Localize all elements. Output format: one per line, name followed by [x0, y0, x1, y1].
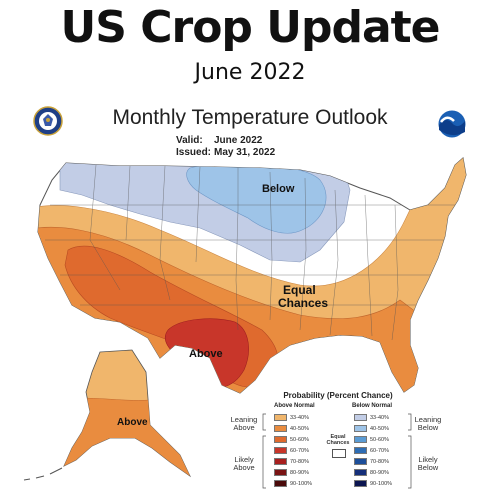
- likely-below-line1: Likely: [418, 455, 438, 464]
- state-boundaries: [45, 164, 460, 341]
- label-chances: Chances: [278, 296, 328, 310]
- below-legend-label: 33-40%: [370, 414, 389, 421]
- above-legend-swatch: [274, 458, 287, 465]
- above-legend-swatch: [274, 414, 287, 421]
- above-legend-label: 80-90%: [290, 469, 309, 476]
- above-legend-label: 60-70%: [290, 447, 309, 454]
- below-legend-swatch: [354, 469, 367, 476]
- below-legend-row: 80-90%: [354, 469, 389, 476]
- noaa-dept-commerce-seal-icon: [33, 106, 63, 136]
- label-equal: Equal: [283, 283, 316, 297]
- above-legend-row: 80-90%: [274, 469, 309, 476]
- page-title: US Crop Update: [60, 2, 440, 53]
- label-alaska-above: Above: [117, 417, 148, 428]
- above-legend-swatch: [274, 436, 287, 443]
- bracket-leaning-above: [262, 413, 266, 431]
- leaning-above-line1: Leaning: [230, 415, 258, 424]
- probability-legend: Probability (Percent Chance) Above Norma…: [268, 390, 408, 498]
- above-legend-swatch: [274, 480, 287, 487]
- above-legend-label: 40-50%: [290, 425, 309, 432]
- likely-below-line2: Below: [417, 463, 439, 472]
- above-legend-swatch: [274, 425, 287, 432]
- map-title: Monthly Temperature Outlook: [112, 106, 388, 129]
- valid-value: June 2022: [214, 135, 263, 146]
- label-above: Above: [189, 348, 223, 360]
- below-legend-row: 40-50%: [354, 425, 389, 432]
- likely-above-line1: Likely: [234, 455, 254, 464]
- below-legend-label: 70-80%: [370, 458, 389, 465]
- leaning-below-line1: Leaning: [414, 415, 442, 424]
- legend-likely-below: Likely Below: [410, 456, 446, 472]
- below-legend-row: 33-40%: [354, 414, 389, 421]
- label-below: Below: [262, 183, 295, 195]
- below-legend-row: 90-100%: [354, 480, 392, 487]
- legend-above-header: Above Normal: [274, 403, 315, 409]
- issued-date: Issued: May 31, 2022: [176, 147, 275, 158]
- below-legend-swatch: [354, 425, 367, 432]
- below-legend-label: 50-60%: [370, 436, 389, 443]
- above-legend-label: 50-60%: [290, 436, 309, 443]
- above-legend-row: 60-70%: [274, 447, 309, 454]
- legend-likely-above: Likely Above: [226, 456, 262, 472]
- legend-leaning-above: Leaning Above: [226, 416, 262, 432]
- noaa-logo-icon: [438, 110, 466, 138]
- leaning-below-line2: Below: [417, 423, 439, 432]
- issued-label: Issued:: [176, 147, 212, 158]
- below-legend-swatch: [354, 436, 367, 443]
- issued-value: May 31, 2022: [214, 147, 276, 158]
- below-legend-swatch: [354, 447, 367, 454]
- below-legend-row: 70-80%: [354, 458, 389, 465]
- above-legend-row: 90-100%: [274, 480, 312, 487]
- page-subtitle: June 2022: [194, 60, 306, 85]
- valid-date: Valid: June 2022: [176, 135, 262, 146]
- above-legend-row: 70-80%: [274, 458, 309, 465]
- below-legend-row: 60-70%: [354, 447, 389, 454]
- legend-title: Probability (Percent Chance): [283, 391, 393, 400]
- legend-equal-line1: Equal: [330, 434, 346, 440]
- above-legend-row: 33-40%: [274, 414, 309, 421]
- bracket-leaning-below: [408, 413, 412, 431]
- above-legend-row: 40-50%: [274, 425, 309, 432]
- above-legend-label: 90-100%: [290, 480, 313, 487]
- legend-leaning-below: Leaning Below: [410, 416, 446, 432]
- below-legend-swatch: [354, 458, 367, 465]
- aleutian-islands: [23, 467, 63, 481]
- below-legend-label: 80-90%: [370, 469, 389, 476]
- leaning-above-line2: Above: [233, 423, 255, 432]
- above-legend-label: 33-40%: [290, 414, 309, 421]
- below-legend-label: 60-70%: [370, 447, 389, 454]
- valid-label: Valid:: [176, 135, 203, 146]
- legend-equal-swatch: [332, 449, 346, 458]
- above-legend-swatch: [274, 469, 287, 476]
- legend-equal-chances: Equal Chances: [320, 434, 356, 446]
- above-legend-swatch: [274, 447, 287, 454]
- below-legend-row: 50-60%: [354, 436, 389, 443]
- legend-below-header: Below Normal: [352, 403, 393, 409]
- bracket-likely-below: [408, 435, 412, 489]
- below-legend-label: 40-50%: [370, 425, 389, 432]
- above-legend-label: 70-80%: [290, 458, 309, 465]
- likely-above-line2: Above: [233, 463, 255, 472]
- bracket-likely-above: [262, 435, 266, 489]
- below-legend-label: 90-100%: [370, 480, 393, 487]
- below-legend-swatch: [354, 414, 367, 421]
- above-legend-row: 50-60%: [274, 436, 309, 443]
- legend-equal-line2: Chances: [326, 440, 350, 446]
- below-legend-swatch: [354, 480, 367, 487]
